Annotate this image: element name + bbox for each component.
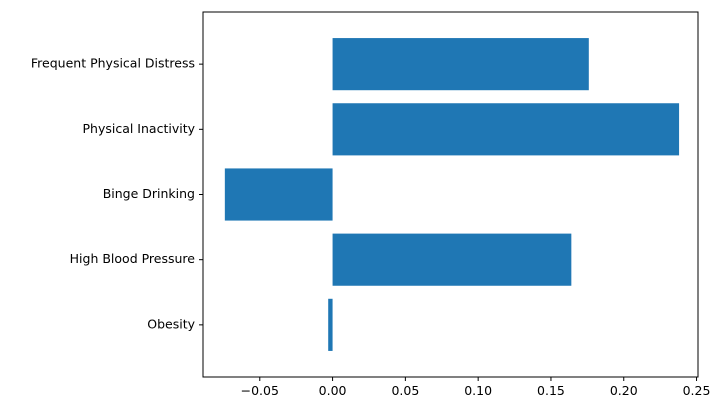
y-tick-label: Obesity xyxy=(147,316,195,331)
bar-binge-drinking xyxy=(224,168,333,221)
x-tick-label: 0.00 xyxy=(319,383,347,398)
y-axis: Obesity High Blood Pressure Binge Drinking… xyxy=(31,56,203,331)
bar-frequent-physical-distress xyxy=(332,38,589,91)
x-tick-label: 0.05 xyxy=(391,383,419,398)
x-tick-label: 0.15 xyxy=(537,383,565,398)
y-tick-label: High Blood Pressure xyxy=(70,251,196,266)
x-tick-label: −0.05 xyxy=(241,383,279,398)
bars xyxy=(224,38,680,351)
x-tick-label: 0.25 xyxy=(683,383,711,398)
bar-high-blood-pressure xyxy=(332,233,572,286)
bar-obesity xyxy=(328,298,333,351)
bar-physical-inactivity xyxy=(332,103,680,156)
x-tick-label: 0.20 xyxy=(610,383,638,398)
x-axis: −0.05 0.00 0.05 0.10 0.15 0.20 0.25 xyxy=(241,377,711,398)
x-tick-label: 0.10 xyxy=(464,383,492,398)
y-tick-label: Physical Inactivity xyxy=(82,121,195,136)
y-tick-label: Frequent Physical Distress xyxy=(31,56,195,71)
y-tick-label: Binge Drinking xyxy=(103,186,195,201)
